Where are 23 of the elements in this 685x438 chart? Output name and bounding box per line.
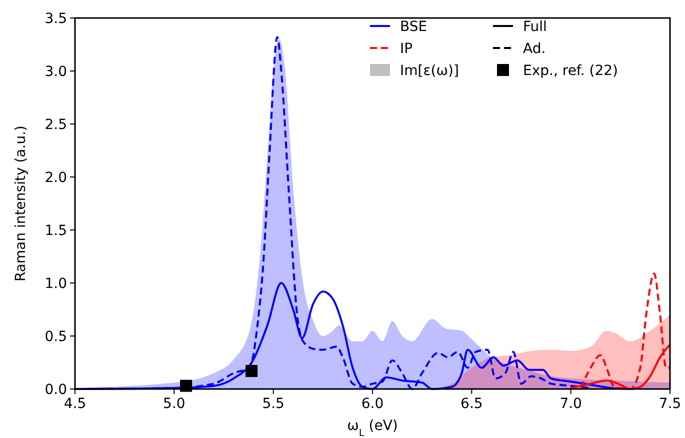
x-axis-title: ω$_{L}$ (eV) <box>347 418 398 438</box>
y-tick-label: 3.0 <box>44 64 67 80</box>
legend-label: BSE <box>400 18 428 35</box>
x-tick-label: 6.5 <box>460 396 483 412</box>
y-tick-label: 3.5 <box>44 10 67 27</box>
x-tick-label: 4.5 <box>64 396 86 412</box>
legend-label: Full <box>523 18 547 35</box>
y-tick-label: 2.0 <box>44 170 67 186</box>
y-tick-label: 0.5 <box>44 328 67 345</box>
x-tick-label: 5.5 <box>262 396 284 412</box>
y-axis-title: Raman intensity (a.u.) <box>13 126 29 282</box>
legend-label: Im[ε(ω)] <box>400 62 459 79</box>
x-tick-label: 6.0 <box>361 396 384 412</box>
y-tick-label: 2.5 <box>44 116 67 133</box>
y-tick-label: 1.0 <box>44 276 67 292</box>
x-tick-label: 7.5 <box>658 396 682 412</box>
legend-label: Ad. <box>523 40 546 57</box>
y-tick-label: 1.5 <box>44 222 67 239</box>
legend-label: Exp., ref. (22) <box>523 62 618 79</box>
legend-label: IP <box>400 40 413 57</box>
x-tick-label: 7.0 <box>560 396 582 412</box>
x-tick-label: 5.0 <box>163 396 186 412</box>
y-tick-label: 0.0 <box>44 382 67 398</box>
